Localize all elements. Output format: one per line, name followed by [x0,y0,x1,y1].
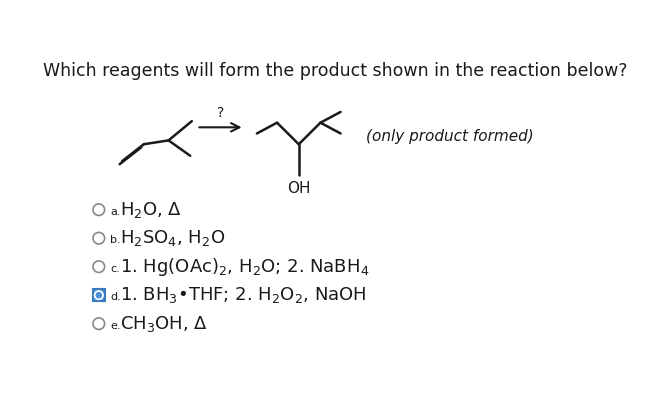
Circle shape [93,204,105,216]
FancyBboxPatch shape [93,289,105,301]
Circle shape [96,292,101,298]
Circle shape [93,232,105,244]
Text: Which reagents will form the product shown in the reaction below?: Which reagents will form the product sho… [43,62,627,80]
Text: H$_2$O, Δ: H$_2$O, Δ [120,200,182,220]
Circle shape [94,291,103,300]
Text: e.: e. [111,320,121,330]
Text: ?: ? [217,106,224,120]
Text: OH: OH [287,181,311,196]
Text: 1. Hg(OAc)$_2$, H$_2$O; 2. NaBH$_4$: 1. Hg(OAc)$_2$, H$_2$O; 2. NaBH$_4$ [120,256,370,278]
Text: c.: c. [111,264,120,274]
Text: CH$_3$OH, Δ: CH$_3$OH, Δ [120,314,209,334]
Circle shape [93,318,105,330]
Text: (only product formed): (only product formed) [366,129,534,144]
Text: b.: b. [111,235,121,245]
Text: H$_2$SO$_4$, H$_2$O: H$_2$SO$_4$, H$_2$O [120,228,226,248]
Text: d.: d. [111,292,121,302]
Circle shape [93,261,105,272]
Text: 1. BH$_3$•THF; 2. H$_2$O$_2$, NaOH: 1. BH$_3$•THF; 2. H$_2$O$_2$, NaOH [120,285,367,305]
Text: a.: a. [111,207,121,217]
